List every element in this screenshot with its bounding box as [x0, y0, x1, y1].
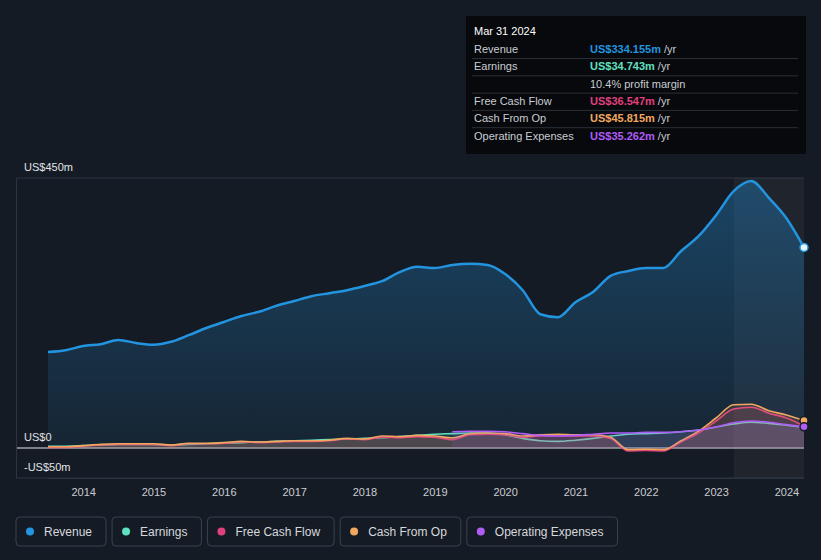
- grid-line: [16, 178, 804, 179]
- tooltip-separator: [472, 58, 798, 59]
- x-tick-label: 2014: [71, 486, 95, 498]
- legend-swatch: [26, 528, 34, 536]
- x-axis: 2014 2015 2016 2017 2018 2019 2020 2021 2022 2023…: [49, 478, 805, 498]
- plot-area: [48, 178, 804, 478]
- y-tick: US$0: [16, 431, 52, 449]
- tooltip-value-number: US$334.155m: [590, 43, 661, 55]
- tooltip-label: Cash From Op: [474, 112, 546, 124]
- tooltip: Mar 31 2024 Revenue US$334.155m/yr Earnings…: [466, 16, 806, 154]
- legend-item[interactable]: Cash From Op: [340, 517, 461, 546]
- y-tick: US$450m: [16, 161, 73, 179]
- grid-line: [16, 478, 804, 479]
- y-tick-label: US$450m: [24, 161, 73, 173]
- legend-label: Earnings: [140, 525, 187, 539]
- series-line: [48, 181, 804, 352]
- x-tick-label: 2019: [423, 486, 447, 498]
- tooltip-value: US$36.547m/yr: [590, 95, 670, 107]
- tooltip-label: Revenue: [474, 43, 518, 55]
- tooltip-separator: [472, 93, 798, 94]
- x-tick: 2017: [282, 478, 306, 498]
- y-axis: -US$50m US$0 US$450m: [16, 161, 73, 479]
- legend-item[interactable]: Revenue: [16, 517, 106, 546]
- series-area: [48, 404, 804, 450]
- tooltip-value: US$35.262m/yr: [590, 130, 670, 142]
- legend: Revenue Earnings Free Cash Flow Cash From O…: [16, 517, 618, 546]
- tooltip-unit: /yr: [658, 95, 671, 107]
- end-dot: [800, 423, 808, 431]
- legend-label: Operating Expenses: [495, 525, 604, 539]
- x-tick: 2023: [704, 478, 728, 498]
- chart: -US$50mUS$0US$450m2014201520162017201820…: [0, 0, 821, 560]
- legend-item[interactable]: Operating Expenses: [467, 517, 618, 546]
- tooltip-value-number: US$45.815m: [590, 112, 655, 124]
- legend-label: Revenue: [44, 525, 92, 539]
- x-tick: 2020: [493, 478, 517, 498]
- x-tick-label: 2017: [282, 486, 306, 498]
- x-tick-label: 2016: [212, 486, 236, 498]
- legend-box[interactable]: [207, 517, 334, 546]
- tooltip-margin: 10.4% profit margin: [590, 78, 685, 90]
- tooltip-separator: [472, 75, 798, 76]
- legend-item[interactable]: Free Cash Flow: [207, 517, 334, 546]
- series-area: [48, 181, 804, 448]
- end-dot: [800, 244, 808, 252]
- legend-item[interactable]: Earnings: [112, 517, 201, 546]
- x-tick: 2021: [564, 478, 588, 498]
- legend-box[interactable]: [16, 517, 106, 546]
- series-area: [452, 421, 804, 448]
- x-tick: 2015: [142, 478, 166, 498]
- legend-box[interactable]: [340, 517, 461, 546]
- x-tick: 2024: [775, 478, 799, 498]
- tooltip-box: [466, 16, 806, 154]
- y-tick: -US$50m: [16, 461, 70, 479]
- tooltip-value: US$45.815m/yr: [590, 112, 670, 124]
- legend-swatch: [350, 528, 358, 536]
- x-tick: 2018: [353, 478, 377, 498]
- tooltip-value-number: US$35.262m: [590, 130, 655, 142]
- x-tick-label: 2020: [493, 486, 517, 498]
- x-tick-label: 2024: [775, 486, 799, 498]
- legend-swatch: [122, 528, 130, 536]
- tooltip-unit: /yr: [658, 60, 671, 72]
- legend-swatch: [217, 528, 225, 536]
- tooltip-separator: [472, 110, 798, 111]
- background: [0, 0, 821, 560]
- x-tick: 2019: [423, 478, 447, 498]
- end-markers: [800, 244, 808, 431]
- x-tick: 2022: [634, 478, 658, 498]
- x-tick: 2014: [71, 478, 95, 498]
- legend-label: Free Cash Flow: [235, 525, 320, 539]
- tooltip-value: US$334.155m/yr: [590, 43, 677, 55]
- legend-swatch: [477, 528, 485, 536]
- tooltip-unit: /yr: [658, 130, 671, 142]
- tooltip-label: Free Cash Flow: [474, 95, 552, 107]
- tooltip-value-number: US$36.547m: [590, 95, 655, 107]
- legend-box[interactable]: [112, 517, 201, 546]
- tooltip-value-number: US$34.743m: [590, 60, 655, 72]
- x-axis-line: [49, 478, 805, 479]
- series-line: [452, 421, 804, 436]
- tooltip-unit: /yr: [658, 112, 671, 124]
- tooltip-unit: /yr: [664, 43, 677, 55]
- y-axis-line: [16, 179, 17, 479]
- x-tick: 2016: [212, 478, 236, 498]
- tooltip-label: Earnings: [474, 60, 518, 72]
- x-tick-label: 2021: [564, 486, 588, 498]
- x-tick-label: 2023: [704, 486, 728, 498]
- tooltip-separator: [472, 127, 798, 128]
- y-tick-label: US$0: [24, 431, 52, 443]
- tooltip-value: US$34.743m/yr: [590, 60, 670, 72]
- grid: [16, 178, 804, 478]
- x-tick-label: 2015: [142, 486, 166, 498]
- tooltip-date: Mar 31 2024: [474, 25, 536, 37]
- legend-box[interactable]: [467, 517, 618, 546]
- legend-label: Cash From Op: [368, 525, 447, 539]
- x-tick-label: 2022: [634, 486, 658, 498]
- tooltip-label: Operating Expenses: [474, 130, 574, 142]
- series-line: [48, 404, 804, 450]
- y-tick-label: -US$50m: [24, 461, 70, 473]
- x-tick-label: 2018: [353, 486, 377, 498]
